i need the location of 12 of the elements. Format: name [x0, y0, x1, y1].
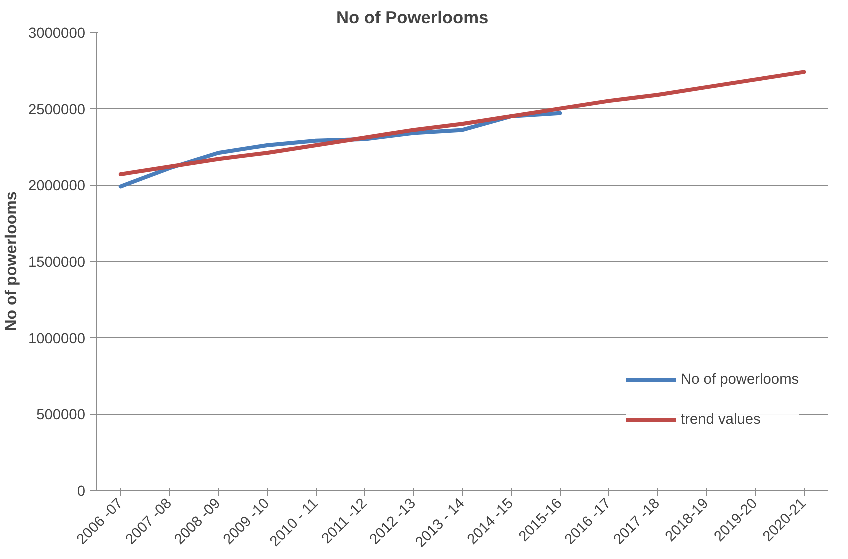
line-series — [118, 70, 806, 176]
legend-label: trend values — [681, 412, 761, 428]
y-tick-label: 2500000 — [28, 102, 86, 118]
y-tick-label: 2000000 — [28, 178, 86, 195]
y-tick-label: 1000000 — [28, 331, 86, 348]
y-tick-label: 0 — [77, 484, 86, 500]
y-tick-label: 500000 — [36, 408, 86, 424]
legend-label: No of powerlooms — [681, 372, 800, 388]
y-tick-label: 3000000 — [28, 26, 86, 42]
y-tick-label: 1500000 — [28, 255, 86, 271]
chart-title: No of Powerlooms — [336, 8, 489, 28]
y-axis-title: No of powerlooms — [3, 192, 20, 332]
